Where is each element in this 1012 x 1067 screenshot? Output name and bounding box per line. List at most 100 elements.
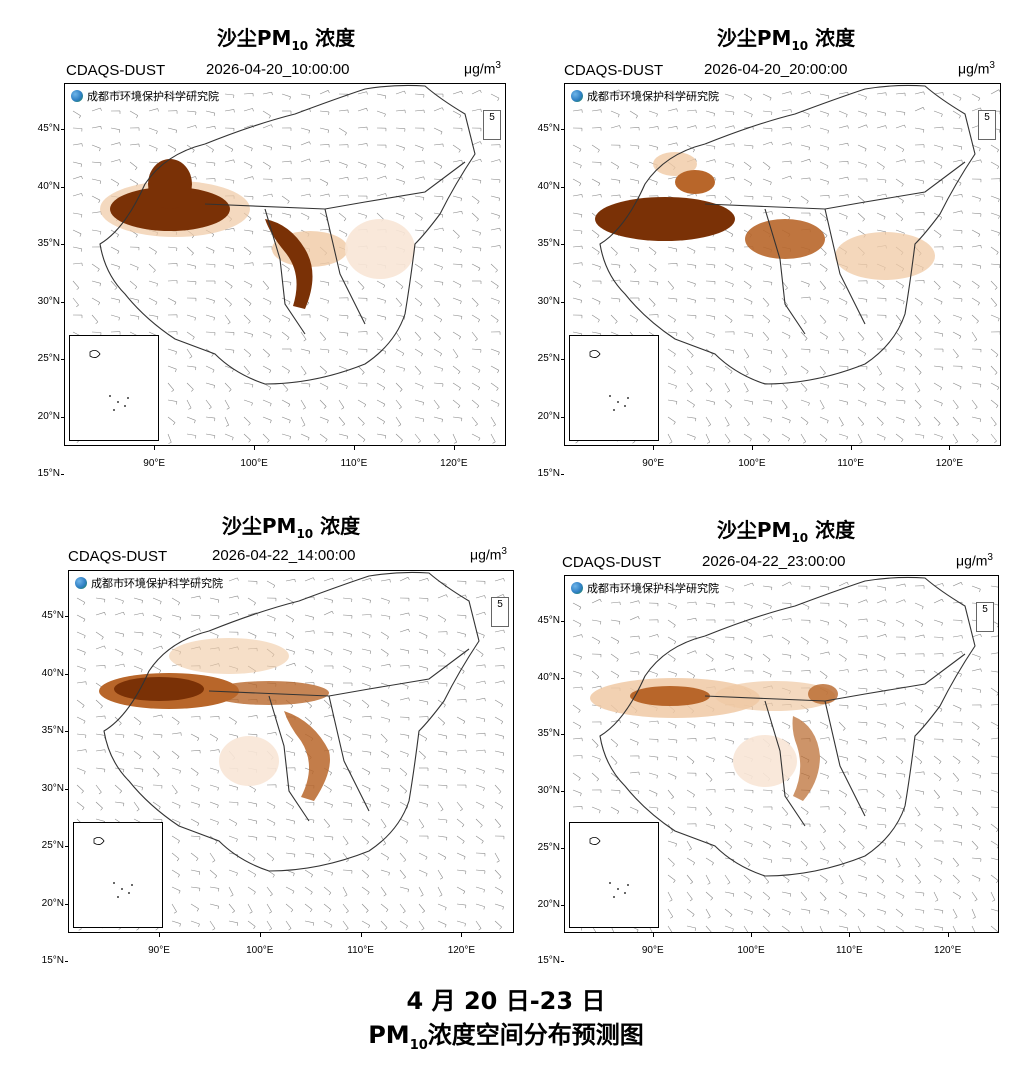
wind-barb-flag (617, 590, 620, 594)
wind-barb (724, 263, 734, 269)
wind-barb (399, 869, 406, 878)
wind-barb (990, 280, 998, 288)
wind-barb-flag (732, 741, 734, 745)
latitude-label: 25°N (41, 840, 64, 852)
wind-barb-flag (389, 664, 391, 668)
wind-barb (95, 631, 104, 638)
wind-barb-flag (942, 92, 944, 96)
wind-barb (876, 280, 885, 287)
wind-barb-flag (498, 876, 502, 879)
wind-barb (762, 365, 772, 371)
wind-barb (243, 348, 252, 356)
wind-barb (572, 772, 581, 779)
wind-barb (475, 767, 485, 772)
wind-barb-flag (99, 283, 101, 287)
wind-barb (838, 806, 847, 813)
wind-barb-flag (750, 624, 753, 628)
wind-barb-flag (179, 617, 181, 621)
wind-barb (952, 806, 959, 815)
wind-barb (762, 348, 772, 352)
wind-barb (209, 818, 219, 823)
wind-barb-flag (805, 863, 809, 867)
wind-barb (342, 699, 352, 705)
wind-barb-flag (366, 143, 368, 147)
wind-barb (781, 581, 791, 587)
wind-barb-flag (900, 914, 904, 918)
wind-barb-flag (939, 387, 942, 391)
wind-barb (338, 416, 346, 425)
wind-barb-flag (692, 914, 695, 917)
wind-barb (819, 382, 829, 386)
wind-barb (819, 721, 829, 727)
wind-barb-flag (312, 617, 314, 621)
wind-barb-flag (579, 165, 582, 169)
wind-barb-flag (141, 600, 143, 604)
wind-barb-flag (578, 777, 581, 781)
longitude-label: 110°E (837, 458, 864, 469)
wind-barb-flag (768, 845, 771, 849)
wind-barb-flag (498, 215, 500, 219)
wind-barb (838, 433, 848, 437)
wind-barb (857, 416, 865, 425)
wind-barb-flag (386, 636, 389, 640)
wind-barb (952, 772, 960, 780)
wind-barb-flag (268, 911, 272, 914)
wind-barb (418, 903, 425, 912)
wind-barb (433, 348, 442, 354)
wind-barb-flag (827, 95, 830, 99)
wind-barb (490, 159, 500, 163)
wind-barb (456, 801, 463, 810)
wind-barb (952, 416, 959, 425)
wind-barb (895, 416, 905, 421)
wind-barb (838, 161, 849, 163)
wind-barb-flag (442, 107, 444, 111)
wind-barb (342, 903, 349, 912)
wind-barb (572, 704, 581, 711)
wind-barb (209, 920, 216, 929)
wind-barb-flag (329, 772, 332, 776)
wind-barb (914, 669, 925, 672)
wind-barb-flag (156, 131, 158, 135)
wind-barb-flag (732, 656, 734, 660)
wind-barb-flag (787, 641, 790, 645)
wind-barb-flag (496, 285, 499, 289)
wind-barb-flag (82, 705, 85, 708)
wind-barb (205, 110, 215, 114)
wind-barb-flag (399, 389, 403, 392)
wind-barb-flag (638, 600, 640, 604)
wind-barb-flag (827, 622, 829, 626)
wind-barb-flag (122, 753, 124, 757)
wind-barb (243, 297, 252, 304)
wind-barb-flag (443, 704, 446, 708)
wind-barb-flag (979, 419, 982, 423)
latitude-tick (61, 474, 64, 476)
wind-barb-flag (727, 390, 730, 393)
wind-barb (762, 908, 771, 915)
wind-barb (990, 687, 998, 694)
wind-barb (357, 382, 368, 384)
wind-barb-flag (866, 668, 868, 672)
reference-vector-box: 5 (491, 597, 509, 627)
wind-barb-flag (268, 115, 271, 119)
wind-barb (857, 806, 867, 811)
wind-barb-flag (961, 159, 963, 163)
wind-barb-flag (846, 581, 849, 585)
wind-barb (895, 178, 904, 185)
wind-barb-flag (580, 656, 582, 660)
latitude-tick (561, 244, 564, 246)
wind-barb-flag (979, 827, 981, 831)
wind-barb (133, 648, 143, 653)
wind-barb (452, 263, 463, 265)
wind-barb-flag (751, 911, 753, 915)
wind-barb-flag (998, 232, 1000, 236)
wind-barb (686, 755, 695, 762)
wind-barb (781, 891, 791, 895)
longitude-label: 120°E (933, 945, 962, 956)
wind-barb-flag (157, 756, 160, 760)
wind-barb (762, 616, 772, 621)
wind-barb-flag (827, 147, 829, 151)
wind-barb-flag (845, 114, 848, 118)
wind-barb-flag (825, 235, 828, 239)
wind-barb-flag (235, 823, 238, 827)
longitude-tick (254, 446, 256, 450)
